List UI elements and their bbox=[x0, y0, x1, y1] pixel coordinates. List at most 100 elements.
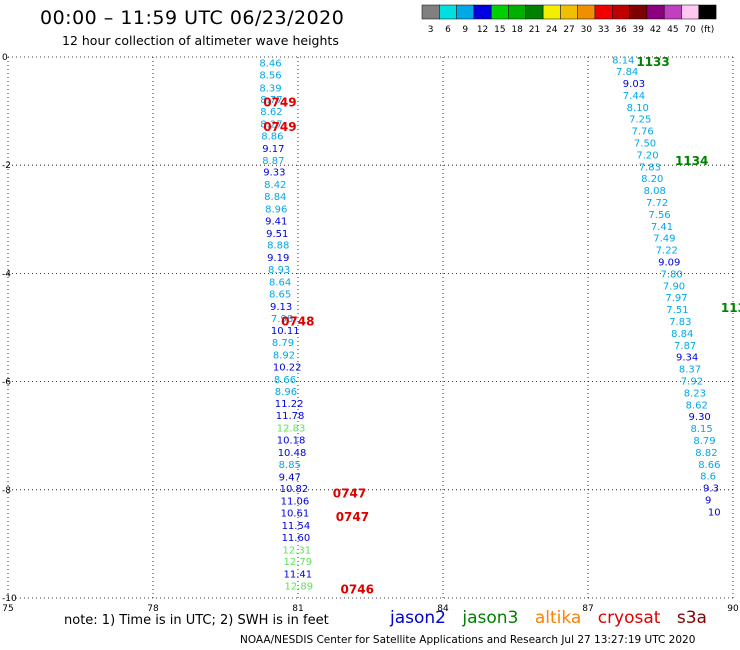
wave-height-label: 12.83 bbox=[277, 424, 306, 435]
satellite-legend: jason2 jason3 altika cryosat s3a bbox=[390, 608, 718, 628]
wave-height-label: 9.30 bbox=[689, 412, 711, 423]
wave-height-label: 8.20 bbox=[641, 174, 663, 185]
wave-height-label: 8.86 bbox=[261, 131, 283, 142]
wave-height-label: 8.42 bbox=[264, 180, 286, 191]
wave-height-label: 7.25 bbox=[629, 115, 651, 126]
colorbar-label: 33 bbox=[598, 25, 609, 35]
wave-height-label: 8.23 bbox=[684, 388, 706, 399]
wave-height-label: 7.87 bbox=[674, 341, 696, 352]
x-tick-label: 87 bbox=[582, 604, 593, 614]
legend-s3a: s3a bbox=[676, 608, 707, 628]
pass-time-label: 0748 bbox=[281, 314, 314, 328]
colorbar-label: (ft) bbox=[701, 25, 715, 35]
wave-height-label: 8.65 bbox=[269, 289, 291, 300]
colorbar-swatch bbox=[421, 4, 440, 20]
pass-time-label: 113 bbox=[721, 301, 740, 315]
wave-height-label: 8.46 bbox=[259, 58, 281, 69]
wave-height-label: 10.11 bbox=[271, 326, 300, 337]
x-tick-label: 90 bbox=[727, 604, 739, 614]
wave-height-label: 8.6 bbox=[700, 472, 716, 483]
colorbar-label: 39 bbox=[633, 25, 645, 35]
wave-height-label: 8.79 bbox=[272, 338, 294, 349]
wave-height-label: 9.33 bbox=[263, 168, 285, 179]
wave-height-label: 10.61 bbox=[281, 509, 310, 520]
wave-height-label: 8.56 bbox=[259, 70, 281, 81]
colorbar-swatch bbox=[698, 4, 717, 20]
wave-height-label: 7.76 bbox=[632, 127, 654, 138]
legend-altika: altika bbox=[534, 608, 582, 628]
wave-height-label: 8.37 bbox=[679, 365, 701, 376]
pass-time-label: 0746 bbox=[341, 582, 374, 596]
colorbar-swatch bbox=[629, 4, 648, 20]
y-tick-label: -2 bbox=[2, 161, 11, 171]
wave-height-label: 11.54 bbox=[282, 521, 311, 532]
colorbar-swatch bbox=[542, 4, 561, 20]
legend-jason3: jason3 bbox=[462, 608, 519, 628]
wave-height-label: 8.77 bbox=[260, 95, 282, 106]
wave-height-label: 11.06 bbox=[281, 497, 310, 508]
colorbar-label: 3 bbox=[428, 25, 434, 35]
wave-height-label: 8.14 bbox=[612, 56, 634, 67]
colorbar-label: 27 bbox=[563, 25, 574, 35]
wave-height-label: 8.62 bbox=[686, 400, 708, 411]
colorbar-label: 12 bbox=[477, 25, 488, 35]
colorbar-swatch bbox=[439, 4, 457, 20]
wave-height-label: 8.10 bbox=[627, 103, 649, 114]
wave-height-label: 7.20 bbox=[636, 150, 658, 161]
wave-height-label: 12.89 bbox=[284, 582, 313, 593]
colorbar-label: 36 bbox=[615, 25, 627, 35]
pass-time-label: 1133 bbox=[636, 55, 669, 69]
wave-height-label: 9.51 bbox=[266, 229, 288, 240]
wave-height-label: 8.15 bbox=[690, 424, 712, 435]
wave-height-label: 8.66 bbox=[274, 375, 296, 386]
wave-height-label: 8.84 bbox=[264, 192, 286, 203]
wave-height-label: 8.39 bbox=[259, 83, 281, 94]
legend-cryosat: cryosat bbox=[597, 608, 661, 628]
pass-time-label: 0747 bbox=[333, 487, 366, 501]
colorbar-label: 45 bbox=[667, 25, 678, 35]
wave-height-label: 7.83 bbox=[639, 162, 661, 173]
pass-time-label: 0749 bbox=[263, 120, 296, 134]
x-tick-label: 78 bbox=[147, 604, 159, 614]
wave-height-label: 7.50 bbox=[634, 138, 656, 149]
colorbar-label: 21 bbox=[529, 25, 540, 35]
wave-height-label: 7.90 bbox=[663, 281, 685, 292]
wave-height-label: 8.82 bbox=[695, 448, 717, 459]
wave-height-label: 9.17 bbox=[262, 144, 284, 155]
x-tick-label: 75 bbox=[2, 604, 13, 614]
y-tick-label: -6 bbox=[2, 378, 11, 388]
wave-height-label: 10.48 bbox=[278, 448, 307, 459]
pass-time-label: 0749 bbox=[263, 95, 296, 109]
colorbar-label: 18 bbox=[511, 25, 523, 35]
page-subtitle: 12 hour collection of altimeter wave hei… bbox=[62, 33, 339, 48]
wave-height-label: 7.51 bbox=[666, 305, 688, 316]
wave-height-label: 11.78 bbox=[276, 411, 305, 422]
wave-height-label: 8.66 bbox=[698, 460, 720, 471]
colorbar-label: 15 bbox=[494, 25, 505, 35]
wave-height-label: 9.47 bbox=[279, 472, 301, 483]
wave-height-label: 7.80 bbox=[661, 269, 683, 280]
wave-height-label: 7.41 bbox=[651, 222, 673, 233]
wave-height-label: 11.41 bbox=[284, 570, 313, 581]
wave-height-label: 10.22 bbox=[273, 362, 302, 373]
wave-height-label: 8.87 bbox=[262, 156, 284, 167]
y-tick-label: 0 bbox=[2, 53, 8, 63]
wave-height-label: 9.09 bbox=[658, 257, 680, 268]
colorbar-swatch bbox=[473, 4, 492, 20]
wave-height-label: 7.98 bbox=[271, 314, 293, 325]
colorbar-swatch bbox=[663, 4, 682, 20]
colorbar-swatch bbox=[490, 4, 509, 20]
pass-time-label: 0747 bbox=[336, 510, 369, 524]
wave-height-label: 8.79 bbox=[693, 436, 715, 447]
wave-height-label: 8.84 bbox=[671, 329, 693, 340]
colorbar-swatch bbox=[646, 4, 665, 20]
colorbar-swatch bbox=[594, 4, 613, 20]
wave-height-label: 10 bbox=[708, 507, 721, 518]
wave-height-label: 9.3 bbox=[703, 484, 719, 495]
wave-height-label: 8.64 bbox=[269, 278, 291, 289]
colorbar-swatch bbox=[456, 4, 475, 20]
colorbar-label: 6 bbox=[445, 25, 451, 35]
page-title: 00:00 – 11:59 UTC 06/23/2020 bbox=[40, 7, 345, 29]
legend-jason2: jason2 bbox=[390, 608, 446, 628]
